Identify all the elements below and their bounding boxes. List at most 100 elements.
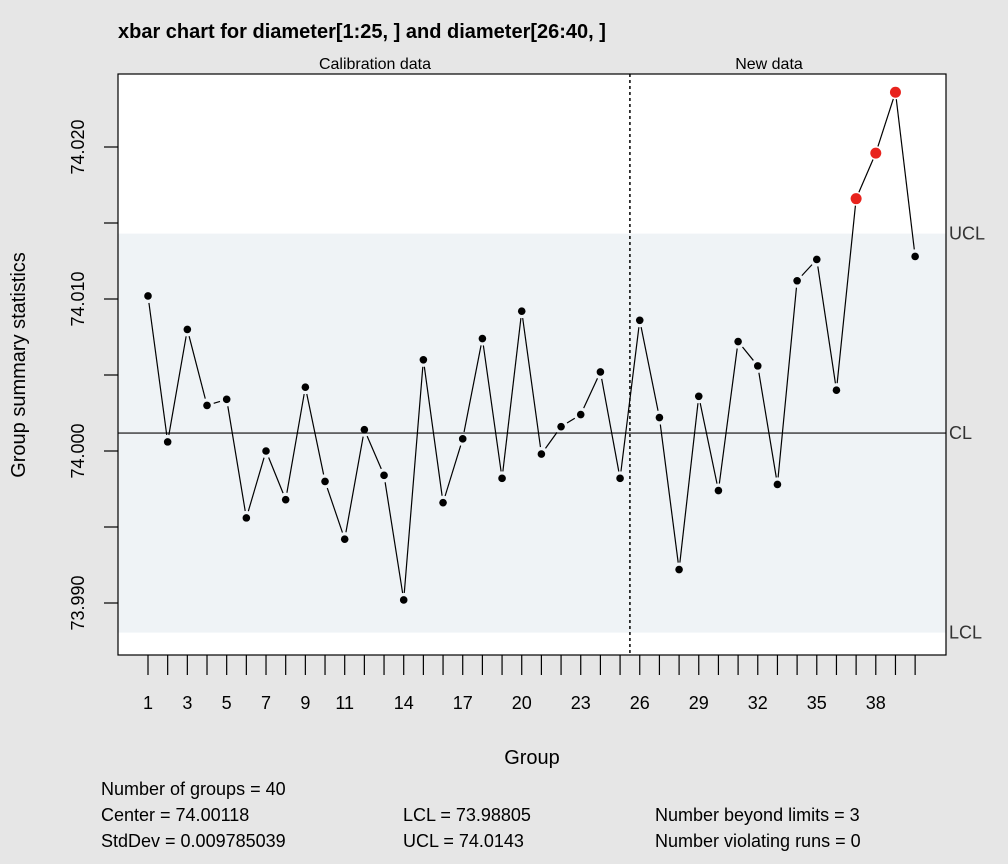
data-point [911, 252, 919, 261]
data-point [596, 368, 605, 376]
x-tick-label: 7 [261, 693, 271, 713]
series-segment [544, 432, 558, 449]
data-point [340, 535, 349, 543]
data-point [537, 450, 546, 458]
data-point [714, 486, 723, 495]
x-tick-label: 17 [453, 693, 473, 713]
data-point [458, 435, 467, 443]
series-segment [659, 424, 679, 563]
lcl-label: LCL [949, 623, 982, 643]
data-point [478, 334, 487, 343]
series-segment [463, 345, 482, 433]
data-point [399, 596, 408, 604]
data-point [183, 325, 192, 334]
data-point [675, 565, 683, 574]
x-tick-label: 3 [182, 693, 192, 713]
series-segment [213, 400, 221, 404]
violation-point [850, 193, 862, 205]
series-segment [247, 457, 265, 512]
data-point [203, 401, 211, 410]
y-tick-label: 74.000 [68, 423, 88, 478]
ucl-label: UCL [949, 224, 985, 244]
plot-layer [118, 74, 946, 655]
series-segment [566, 417, 576, 424]
series-segment [522, 318, 542, 448]
series-segment [758, 372, 777, 478]
series-segment [268, 457, 284, 494]
section-label-new: New data [735, 56, 803, 73]
x-tick-label: 11 [335, 693, 354, 713]
series-segment [777, 287, 798, 478]
data-point [222, 395, 231, 404]
series-segment [148, 302, 168, 436]
data-point [773, 480, 782, 489]
series-segment [423, 366, 443, 496]
data-point [517, 307, 526, 315]
section-label-calibration: Calibration data [319, 56, 431, 73]
data-point [380, 471, 388, 480]
series-segment [836, 205, 857, 384]
data-point [242, 514, 251, 522]
data-point [694, 392, 703, 401]
violation-point [870, 147, 882, 159]
data-point [793, 276, 801, 285]
series-segment [345, 436, 364, 533]
series-segment [444, 445, 462, 497]
series-segment [326, 487, 344, 533]
x-tick-label: 29 [689, 693, 709, 713]
data-point [635, 316, 644, 325]
violation-point [889, 86, 901, 98]
data-point [655, 413, 664, 422]
data-point [281, 495, 290, 504]
plot-frame [117, 73, 947, 656]
series-segment [384, 482, 404, 594]
x-tick-label: 9 [300, 693, 310, 713]
x-tick-label: 1 [143, 693, 153, 713]
series-segment [227, 406, 246, 512]
x-tick-label: 26 [630, 693, 650, 713]
y-tick-label: 73.990 [68, 575, 88, 630]
data-point [734, 337, 742, 346]
data-point [753, 362, 762, 370]
y-tick-label: 74.010 [68, 271, 88, 326]
series-segment [601, 378, 620, 472]
x-tick-label: 5 [222, 693, 232, 713]
series-segment [817, 266, 837, 384]
data-point [321, 477, 329, 486]
series-segment [168, 336, 187, 436]
series-segment [858, 159, 874, 193]
series-segment [366, 435, 382, 470]
y-axis-label: Group summary statistics [8, 252, 30, 478]
data-point [360, 425, 369, 434]
data-point [832, 386, 841, 395]
data-point [163, 438, 172, 446]
data-point [576, 410, 585, 419]
data-point [812, 255, 821, 264]
data-point [439, 498, 447, 507]
series-segment [583, 378, 599, 409]
y-tick-label: 74.020 [68, 119, 88, 174]
series-segment [895, 99, 915, 250]
series-segment [877, 98, 894, 147]
x-tick-label: 23 [571, 693, 591, 713]
series-segment [718, 348, 738, 484]
x-tick-label: 20 [512, 693, 532, 713]
series-segment [403, 366, 424, 594]
series-segment [620, 327, 640, 472]
x-axis-label: Group [504, 747, 560, 769]
data-point [419, 356, 428, 364]
data-point [498, 474, 506, 483]
series-segment [482, 345, 502, 472]
chart-title: xbar chart for diameter[1:25, ] and diam… [118, 21, 606, 43]
series-segment [801, 264, 813, 277]
series-segment [699, 403, 718, 484]
cl-label: CL [949, 423, 972, 443]
data-point [301, 383, 310, 391]
series-segment [306, 393, 325, 475]
x-tick-label: 35 [807, 693, 827, 713]
data-point [262, 447, 270, 455]
series-segment [742, 346, 754, 361]
series-segment [640, 327, 659, 411]
data-point [557, 422, 565, 431]
